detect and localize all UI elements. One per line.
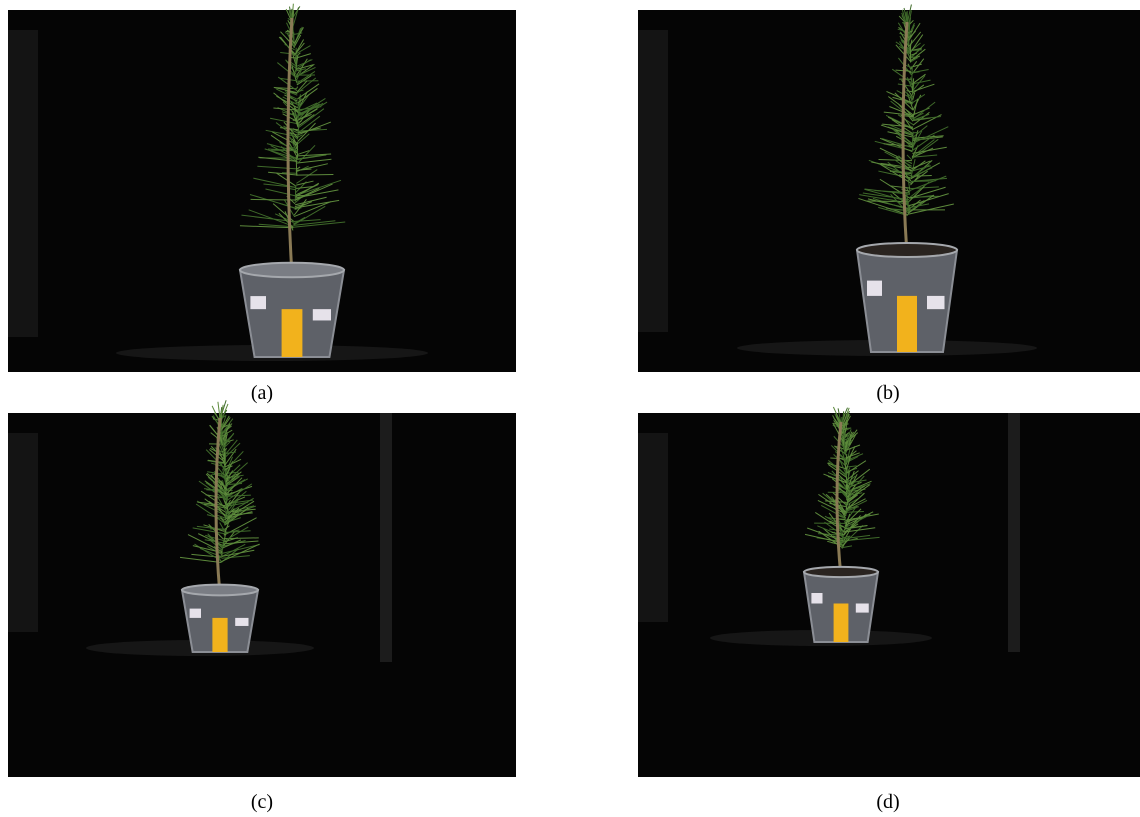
- yellow-tag: [282, 309, 303, 357]
- caption: (b): [876, 382, 899, 404]
- pot-rim: [857, 243, 957, 257]
- photo: [638, 407, 1140, 777]
- pot-label: [250, 296, 266, 309]
- yellow-tag: [897, 296, 917, 352]
- pot-rim: [804, 567, 878, 577]
- caption: (a): [251, 382, 273, 404]
- pot-rim: [240, 263, 344, 278]
- figure: (a) (b) (c) (d): [0, 0, 1140, 817]
- pot-label: [856, 604, 869, 613]
- pot-label: [927, 296, 945, 309]
- photo: [8, 4, 516, 372]
- pot-rim: [182, 585, 258, 596]
- needle: [838, 519, 846, 520]
- left-wall: [8, 30, 38, 337]
- photo: [638, 4, 1140, 372]
- left-wall: [638, 433, 668, 622]
- needle: [297, 174, 334, 175]
- needle: [296, 157, 297, 176]
- photo-background: [8, 413, 516, 777]
- photo: [8, 400, 516, 777]
- pot-label: [313, 309, 331, 320]
- pot-label: [811, 593, 822, 604]
- needle: [271, 150, 297, 151]
- pot-label: [235, 618, 248, 626]
- pot-label: [190, 609, 201, 618]
- side-post: [1008, 413, 1020, 652]
- caption: (c): [251, 791, 273, 813]
- needle: [866, 201, 909, 202]
- pot-label: [867, 281, 882, 296]
- left-wall: [8, 433, 38, 632]
- yellow-tag: [834, 604, 849, 643]
- caption: (d): [876, 791, 899, 813]
- side-post: [380, 413, 392, 662]
- needle: [296, 195, 305, 196]
- photo-background: [638, 413, 1140, 777]
- left-wall: [638, 30, 668, 332]
- yellow-tag: [212, 618, 227, 652]
